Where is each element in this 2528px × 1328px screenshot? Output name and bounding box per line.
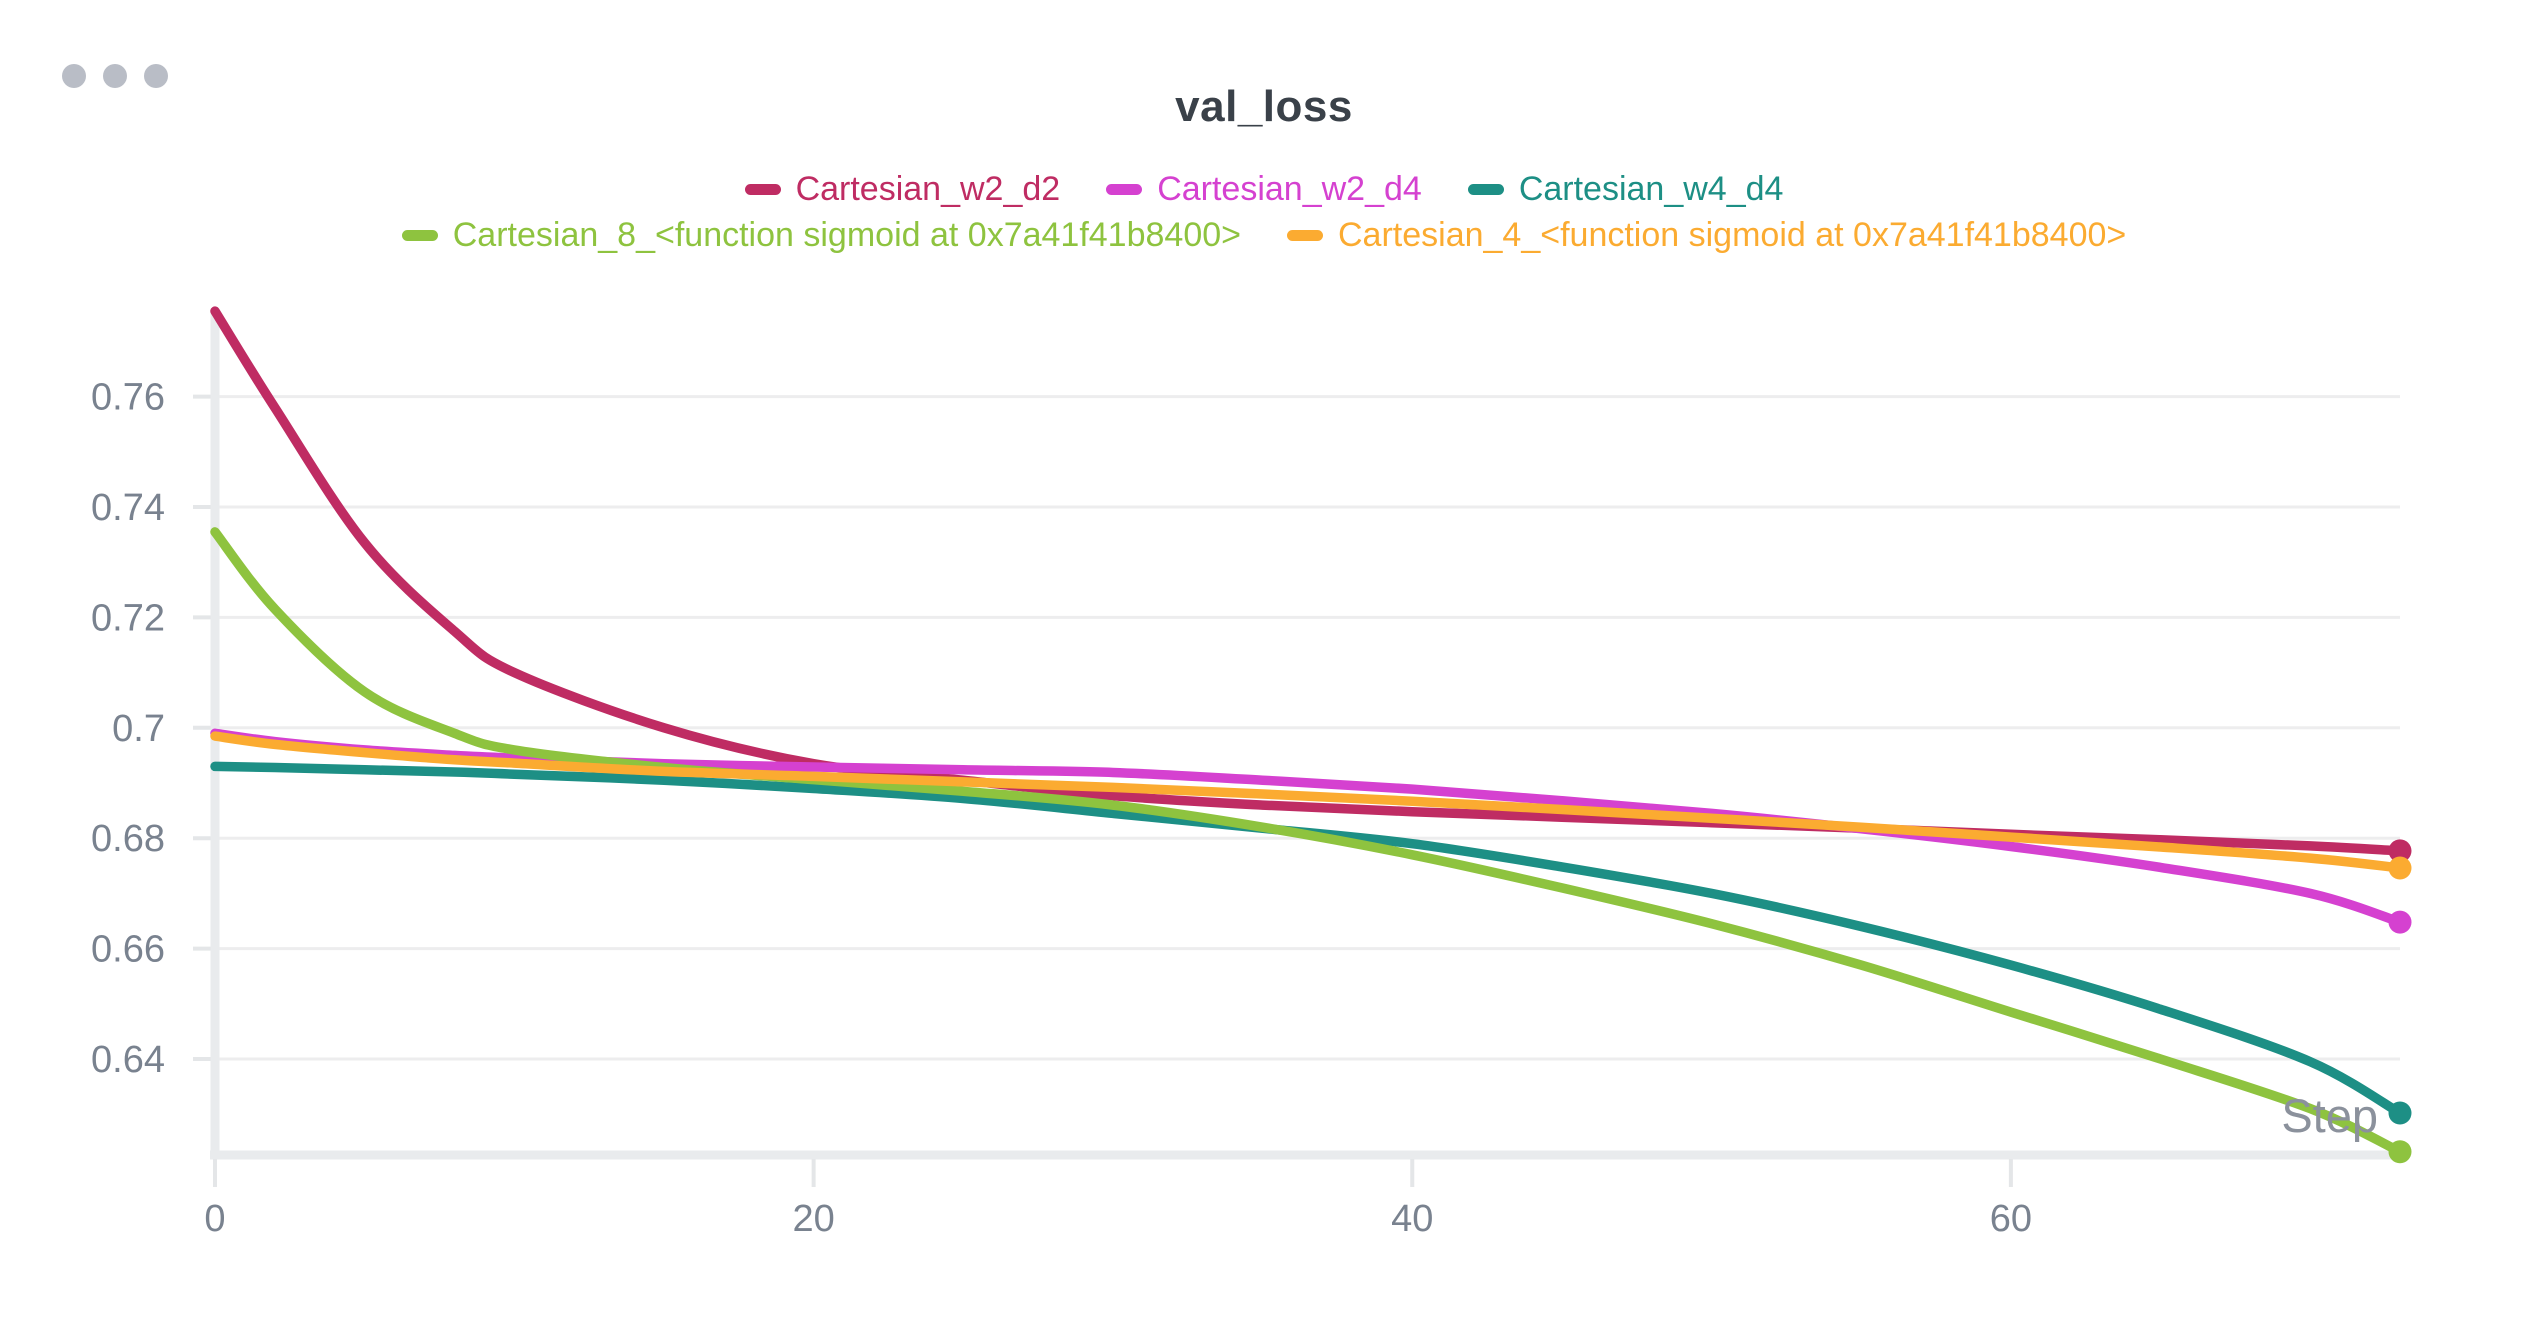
- legend-row: Cartesian_8_<function sigmoid at 0x7a41f…: [401, 216, 2126, 255]
- series-endpoint-dot: [2388, 910, 2412, 934]
- x-tick-label: 40: [1391, 1198, 1433, 1240]
- y-tick-label: 0.72: [91, 597, 165, 639]
- legend-label: Cartesian_w2_d2: [795, 170, 1061, 208]
- legend-item[interactable]: Cartesian_4_<function sigmoid at 0x7a41f…: [1287, 216, 2126, 255]
- legend-row: Cartesian_w2_d2 Cartesian_w2_d4 Cartesian_…: [744, 170, 1784, 209]
- legend-item[interactable]: Cartesian_8_<function sigmoid at 0x7a41f…: [401, 216, 1241, 255]
- series-endpoint-dot: [2388, 1140, 2412, 1164]
- legend-item[interactable]: Cartesian_w2_d2: [744, 170, 1061, 209]
- legend-swatch-icon: [744, 184, 781, 195]
- chart-legend: Cartesian_w2_d2 Cartesian_w2_d4 Cartesian_…: [0, 170, 2528, 255]
- y-tick-label: 0.76: [91, 377, 165, 419]
- x-tick-label: 20: [792, 1198, 834, 1240]
- legend-swatch-icon: [1287, 230, 1323, 241]
- legend-label: Cartesian_8_<function sigmoid at 0x7a41f…: [452, 216, 1241, 254]
- y-tick-label: 0.66: [91, 929, 165, 971]
- window-controls[interactable]: [62, 64, 168, 88]
- legend-swatch-icon: [1106, 184, 1143, 195]
- series-endpoint-dot: [2388, 839, 2412, 863]
- series-line[interactable]: [210, 761, 2405, 1118]
- series-line[interactable]: [210, 306, 2405, 856]
- y-tick-label: 0.64: [91, 1039, 165, 1081]
- legend-item[interactable]: Cartesian_w4_d4: [1467, 170, 1784, 209]
- series-endpoint-dot: [2388, 1101, 2412, 1125]
- legend-swatch-icon: [1467, 184, 1504, 195]
- x-tick-label: 60: [1990, 1198, 2032, 1240]
- legend-label: Cartesian_w4_d4: [1518, 170, 1784, 208]
- window-dot[interactable]: [144, 64, 168, 88]
- window-dot[interactable]: [62, 64, 86, 88]
- legend-label: Cartesian_4_<function sigmoid at 0x7a41f…: [1338, 216, 2127, 254]
- y-tick-label: 0.68: [91, 818, 165, 860]
- window-dot[interactable]: [103, 64, 127, 88]
- legend-swatch-icon: [401, 230, 438, 241]
- chart-title: val_loss: [1175, 82, 1353, 131]
- series-line[interactable]: [210, 731, 2405, 873]
- x-tick-label: 0: [204, 1198, 225, 1240]
- y-tick-label: 0.7: [112, 708, 165, 750]
- legend-label: Cartesian_w2_d4: [1157, 170, 1422, 208]
- series-line[interactable]: [210, 527, 2405, 1157]
- y-tick-label: 0.74: [91, 487, 165, 529]
- series-endpoint-dot: [2388, 856, 2412, 880]
- legend-item[interactable]: Cartesian_w2_d4: [1106, 170, 1422, 209]
- x-axis-title: Step: [2281, 1089, 2378, 1142]
